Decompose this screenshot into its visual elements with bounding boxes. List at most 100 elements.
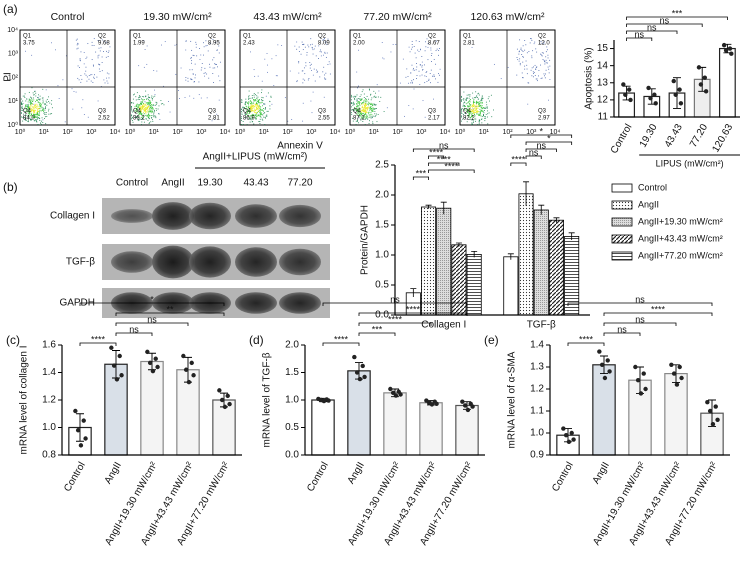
event-dot: [42, 97, 44, 99]
event-dot: [287, 120, 289, 122]
event-dot: [424, 75, 426, 77]
event-dot: [307, 44, 309, 46]
event-dot: [543, 41, 545, 43]
event-dot: [250, 102, 252, 104]
event-dot: [254, 75, 256, 77]
event-dot: [361, 118, 363, 120]
event-dot: [38, 117, 40, 119]
event-dot: [302, 44, 304, 46]
event-dot: [304, 73, 306, 75]
event-dot: [261, 89, 263, 91]
event-dot: [312, 49, 314, 51]
event-dot: [249, 118, 251, 120]
event-dot: [302, 82, 304, 84]
event-dot: [473, 108, 475, 110]
event-dot: [45, 123, 47, 125]
event-dot: [25, 108, 27, 110]
event-dot: [300, 53, 302, 55]
event-dot: [255, 104, 257, 106]
event-dot: [379, 101, 381, 102]
event-dot: [531, 39, 533, 41]
flow-frame: [349, 29, 446, 126]
event-dot: [157, 108, 159, 110]
data-point: [393, 393, 399, 398]
event-dot: [136, 109, 137, 110]
event-dot: [43, 112, 45, 114]
event-dot: [376, 121, 378, 123]
significance-bracket: [358, 332, 396, 336]
event-dot: [39, 98, 41, 100]
data-point: [643, 386, 648, 392]
event-dot: [147, 103, 149, 104]
event-dot: [42, 109, 44, 111]
event-dot: [142, 106, 144, 108]
event-dot: [131, 110, 133, 112]
event-dot: [368, 106, 370, 108]
event-dot: [216, 64, 217, 65]
event-dot: [41, 117, 43, 119]
event-dot: [463, 105, 465, 107]
event-dot: [538, 70, 540, 71]
event-dot: [247, 104, 249, 106]
event-dot: [366, 115, 368, 117]
event-dot: [472, 92, 474, 94]
event-dot: [258, 100, 260, 102]
event-dot: [473, 105, 475, 107]
event-dot: [472, 104, 474, 106]
event-dot: [474, 101, 476, 103]
event-dot: [247, 110, 249, 112]
event-dot: [357, 101, 359, 103]
event-dot: [369, 108, 371, 110]
event-dot: [360, 99, 361, 101]
event-dot: [139, 104, 141, 106]
event-dot: [151, 110, 153, 112]
event-dot: [469, 111, 471, 113]
event-dot: [372, 122, 374, 124]
event-dot: [463, 91, 465, 93]
event-dot: [189, 69, 191, 71]
event-dot: [37, 110, 39, 112]
event-dot: [430, 69, 432, 71]
event-dot: [144, 107, 146, 109]
event-dot: [363, 113, 365, 115]
data-point: [78, 443, 84, 448]
event-dot: [370, 108, 372, 110]
event-dot: [44, 109, 46, 111]
event-dot: [148, 96, 150, 98]
x-tick-label: AngII: [346, 460, 367, 486]
event-dot: [435, 50, 437, 52]
event-dot: [542, 59, 544, 60]
event-dot: [392, 43, 394, 45]
significance-label: ****: [444, 161, 459, 171]
event-dot: [32, 108, 34, 110]
event-dot: [541, 54, 542, 56]
event-dot: [241, 124, 242, 125]
event-dot: [150, 111, 152, 112]
event-dot: [471, 116, 473, 118]
event-dot: [49, 102, 51, 104]
event-dot: [21, 116, 22, 118]
event-dot: [365, 115, 367, 117]
event-dot: [77, 42, 79, 44]
event-dot: [252, 104, 254, 106]
event-dot: [22, 108, 24, 109]
event-dot: [200, 97, 202, 99]
event-dot: [36, 99, 38, 101]
event-dot: [408, 105, 410, 107]
event-dot: [28, 99, 30, 101]
event-dot: [358, 111, 360, 113]
event-dot: [540, 64, 541, 66]
data-point: [114, 377, 120, 382]
event-dot: [42, 107, 44, 109]
bar: [718, 47, 736, 118]
event-dot: [260, 113, 262, 115]
event-dot: [36, 112, 38, 114]
event-dot: [107, 82, 109, 84]
event-dot: [139, 111, 141, 112]
event-dot: [139, 99, 141, 100]
event-dot: [479, 114, 481, 116]
event-dot: [246, 124, 248, 125]
event-dot: [140, 112, 142, 114]
panel-label: (b): [3, 180, 18, 194]
event-dot: [373, 96, 375, 98]
